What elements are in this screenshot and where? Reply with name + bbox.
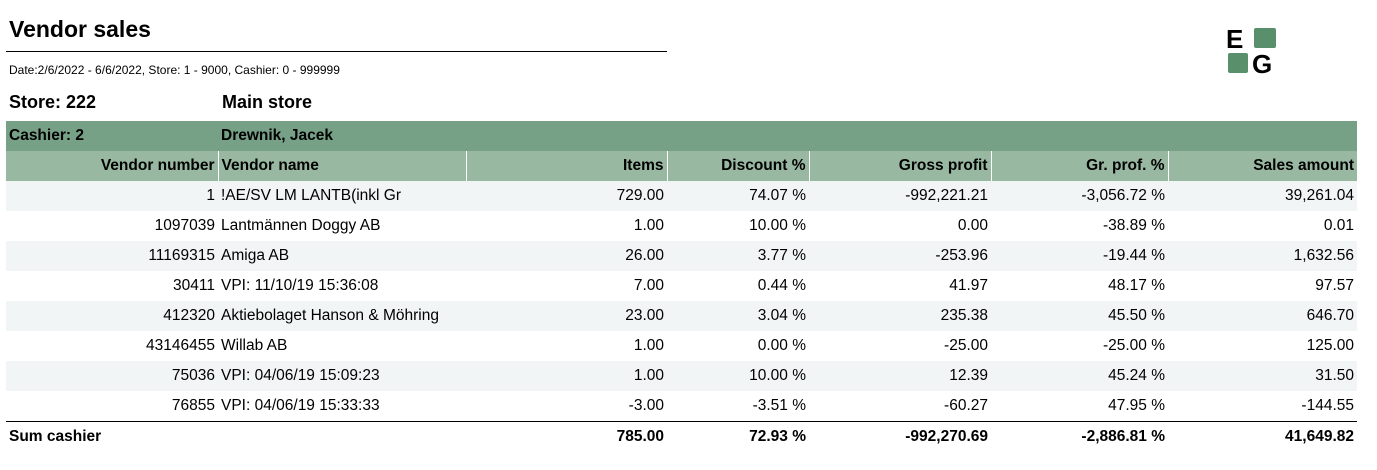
cell-gr-prof-pct: 45.50 %: [991, 301, 1168, 331]
cell-sales-amount: 97.57: [1315, 277, 1354, 294]
table-row: 412320 Aktiebolaget Hanson & Möhring 23.00…: [6, 301, 1357, 331]
cell-gr-prof-pct: -25.00 %: [1102, 337, 1165, 354]
col-items: Items: [465, 151, 667, 181]
cell-gr-prof-pct: -38.89 %: [1102, 217, 1165, 234]
col-vendor-number: Vendor number: [6, 151, 218, 181]
cell-items: 1.00: [633, 337, 664, 354]
cell-discount: 10.00 %: [667, 361, 809, 391]
cell-vendor-name: Amiga AB: [218, 241, 466, 271]
header-row: Vendor number Vendor name Items Discount…: [6, 151, 1357, 181]
cell-vendor-number: 412320: [6, 301, 218, 331]
cell-vendor-name: Willab AB: [221, 337, 288, 354]
cell-discount: -3.51 %: [752, 397, 806, 414]
cell-items: 23.00: [466, 301, 667, 331]
cell-gr-prof-pct: 47.95 %: [1108, 397, 1165, 414]
cell-gross-profit: -992,221.21: [809, 181, 991, 211]
sum-label: Sum cashier: [6, 421, 466, 452]
cell-sales-amount: 0.01: [1323, 217, 1354, 234]
sum-gr-prof-pct: -2,886.81 %: [991, 421, 1168, 452]
cell-gross-profit: -60.27: [944, 397, 988, 414]
col-gr-prof-pct: Gr. prof. %: [990, 151, 1168, 181]
cell-vendor-name: VPI: 04/06/19 15:09:23: [218, 361, 466, 391]
cell-items: 7.00: [633, 277, 664, 294]
cell-sales-amount: 646.70: [1168, 301, 1357, 331]
table-row: 75036 VPI: 04/06/19 15:09:23 1.00 10.00 % 12…: [6, 361, 1357, 391]
cell-discount: 3.04 %: [667, 301, 809, 331]
cell-gross-profit: 41.97: [949, 277, 988, 294]
col-sales-amount: Sales amount: [1167, 151, 1357, 181]
cell-gr-prof-pct: -3,056.72 %: [991, 181, 1168, 211]
cell-vendor-name: VPI: 11/10/19 15:36:08: [221, 277, 379, 294]
table-row: 76855 VPI: 04/06/19 15:33:33 -3.00 -3.51 % -…: [6, 391, 1357, 422]
cell-vendor-number: 75036: [6, 361, 218, 391]
table-row: 1097039 Lantmännen Doggy AB 1.00 10.00 % 0.0…: [6, 211, 1357, 241]
title-divider: [6, 51, 667, 52]
svg-text:G: G: [1252, 49, 1272, 75]
cell-vendor-number: 1097039: [154, 217, 215, 234]
cell-items: 1.00: [466, 361, 667, 391]
cell-vendor-name: VPI: 04/06/19 15:33:33: [221, 397, 380, 414]
cell-gross-profit: 235.38: [809, 301, 991, 331]
cell-discount: 3.77 %: [667, 241, 809, 271]
cell-vendor-name: Aktiebolaget Hanson & Möhring: [218, 301, 466, 331]
report-parameters: Date:2/6/2022 - 6/6/2022, Store: 1 - 900…: [9, 63, 340, 77]
vendor-sales-table: Cashier: 2 Drewnik, Jacek Vendor number …: [6, 121, 1357, 452]
cashier-name: Drewnik, Jacek: [218, 121, 1357, 151]
cell-vendor-number: 11169315: [6, 241, 218, 271]
sum-sales-amount: 41,649.82: [1168, 421, 1357, 452]
table-row: 43146455 Willab AB 1.00 0.00 % -25.00 -25.00 …: [6, 331, 1357, 361]
cell-sales-amount: 39,261.04: [1168, 181, 1357, 211]
cell-gr-prof-pct: 45.24 %: [991, 361, 1168, 391]
svg-text:E: E: [1226, 27, 1243, 54]
cell-discount: 10.00 %: [749, 217, 806, 234]
cell-discount: 0.44 %: [757, 277, 806, 294]
sum-items: 785.00: [466, 421, 667, 452]
cell-vendor-name: !AE/SV LM LANTB(inkl Gr: [218, 181, 466, 211]
table-row: 1 !AE/SV LM LANTB(inkl Gr 729.00 74.07 % -99…: [6, 181, 1357, 211]
col-vendor-name: Vendor name: [217, 151, 466, 181]
table-row: 11169315 Amiga AB 26.00 3.77 % -253.96 -19.44…: [6, 241, 1357, 271]
cell-sales-amount: 1,632.56: [1168, 241, 1357, 271]
cell-gross-profit: 0.00: [957, 217, 988, 234]
eg-logo: E G: [1226, 27, 1276, 75]
cell-sales-amount: 31.50: [1168, 361, 1357, 391]
cell-gross-profit: -253.96: [809, 241, 991, 271]
cashier-row: Cashier: 2 Drewnik, Jacek: [6, 121, 1357, 151]
cell-items: 26.00: [466, 241, 667, 271]
store-label: Store: 222: [9, 92, 97, 112]
cell-items: 729.00: [466, 181, 667, 211]
cell-items: 1.00: [633, 217, 664, 234]
cell-vendor-number: 30411: [173, 277, 215, 294]
cell-vendor-name: Lantmännen Doggy AB: [221, 217, 381, 234]
cell-gr-prof-pct: -19.44 %: [991, 241, 1168, 271]
cell-vendor-number: 43146455: [146, 337, 215, 354]
report-title: Vendor sales: [9, 16, 151, 42]
cell-sales-amount: 125.00: [1306, 337, 1354, 354]
col-discount: Discount %: [666, 151, 809, 181]
store-name: Main store: [222, 92, 313, 112]
sum-gross-profit: -992,270.69: [809, 421, 991, 452]
sum-row: Sum cashier 785.00 72.93 % -992,270.69 -…: [6, 421, 1357, 452]
sum-discount: 72.93 %: [667, 421, 809, 452]
cell-vendor-number: 76855: [171, 397, 215, 414]
table-row: 30411 VPI: 11/10/19 15:36:08 7.00 0.44 % 41.…: [6, 271, 1357, 301]
cell-items: -3.00: [628, 397, 664, 414]
cell-vendor-number: 1: [6, 181, 218, 211]
col-gross-profit: Gross profit: [808, 151, 991, 181]
cell-gross-profit: 12.39: [809, 361, 991, 391]
cell-gr-prof-pct: 48.17 %: [1108, 277, 1165, 294]
cashier-label: Cashier: 2: [6, 121, 218, 151]
cell-discount: 74.07 %: [667, 181, 809, 211]
cell-discount: 0.00 %: [757, 337, 806, 354]
cell-gross-profit: -25.00: [944, 337, 988, 354]
cell-sales-amount: -144.55: [1301, 397, 1354, 414]
